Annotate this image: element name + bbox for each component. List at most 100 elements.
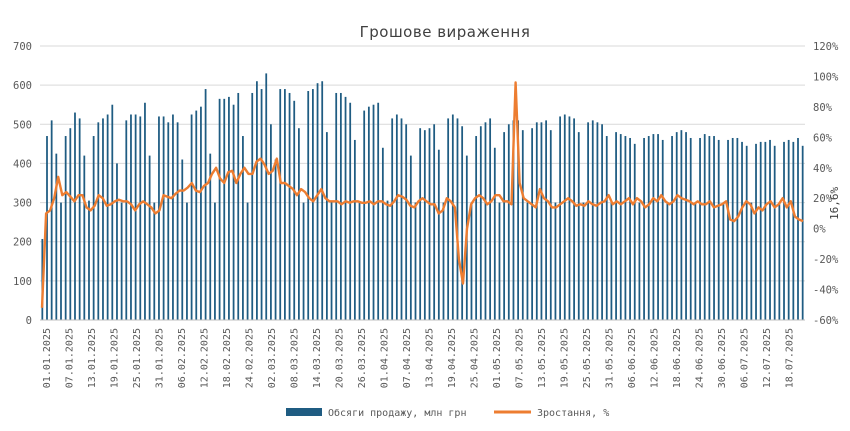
legend-swatch-bars: [286, 408, 322, 416]
bar: [521, 130, 524, 320]
x-tick-label: 12.06.2025: [650, 328, 661, 388]
bar: [451, 114, 454, 320]
bar: [55, 153, 58, 320]
bar: [605, 136, 608, 320]
bar: [629, 137, 631, 320]
x-tick-label: 24.06.2025: [695, 328, 706, 388]
y-axis-left: 0 100 200 300 400 500 600 700: [13, 41, 32, 327]
x-tick-label: 30.06.2025: [717, 328, 728, 388]
bar: [172, 114, 174, 320]
bar: [741, 141, 743, 320]
bar: [64, 136, 67, 320]
bar: [148, 155, 151, 320]
bar: [713, 136, 715, 320]
bar: [153, 202, 156, 320]
bar: [433, 124, 436, 321]
bar: [130, 114, 132, 320]
bar: [144, 102, 146, 320]
x-tick-label: 25.05.2025: [582, 328, 593, 388]
y-right-tick-label: -20%: [813, 254, 839, 266]
bar: [223, 98, 226, 320]
x-tick-label: 18.07.2025: [785, 328, 796, 388]
bar: [671, 136, 673, 320]
bar: [363, 110, 366, 320]
bar: [675, 132, 678, 320]
bar: [680, 130, 683, 320]
bar: [190, 114, 193, 320]
bar: [288, 92, 291, 320]
bar: [475, 136, 478, 320]
bar: [242, 136, 244, 320]
bar: [619, 134, 622, 320]
y-right-tick-label: 20%: [813, 193, 833, 205]
bar: [573, 118, 575, 321]
y-left-tick-label: 500: [13, 119, 32, 131]
x-tick-label: 06.02.2025: [177, 328, 188, 388]
bar: [769, 139, 771, 320]
y-left-tick-label: 0: [26, 315, 32, 327]
bar: [195, 110, 198, 320]
bar: [764, 141, 767, 320]
x-axis: 01.01.2025 07.01.2025 13.01.2025 19.01.2025…: [40, 319, 805, 388]
bar: [302, 202, 305, 320]
bar: [470, 202, 473, 320]
bar: [526, 202, 529, 320]
x-tick-label: 06.06.2025: [627, 328, 638, 388]
bar: [409, 155, 412, 320]
bar: [489, 118, 492, 321]
bar: [293, 100, 296, 320]
bar: [204, 89, 207, 320]
bar: [218, 98, 221, 320]
bar: [325, 132, 328, 320]
bar: [755, 143, 757, 320]
bar: [736, 137, 739, 320]
bar: [657, 134, 659, 320]
bar: [125, 120, 128, 320]
line-series: [40, 81, 804, 308]
bar: [512, 120, 515, 320]
bar: [731, 137, 734, 320]
bar: [587, 122, 589, 320]
bar: [200, 106, 202, 321]
y-right-tick-label: 80%: [813, 102, 833, 114]
bar: [339, 92, 342, 320]
bar: [395, 114, 398, 320]
bar: [414, 202, 417, 320]
bar: [549, 130, 552, 320]
x-tick-label: 26.03.2025: [357, 328, 368, 388]
x-tick-label: 01.04.2025: [380, 328, 391, 388]
bar: [554, 202, 557, 320]
bar: [162, 116, 165, 320]
x-tick-label: 20.03.2025: [335, 328, 346, 388]
bar: [60, 202, 62, 320]
bar: [246, 202, 249, 320]
bar: [232, 104, 235, 320]
bar: [647, 136, 650, 320]
bar: [699, 137, 701, 320]
bar: [722, 202, 725, 320]
bar: [461, 126, 464, 320]
bar: [139, 116, 142, 320]
bar: [372, 104, 375, 320]
bar: [773, 145, 776, 320]
y-right-tick-label: 120%: [813, 41, 839, 53]
legend: Обсяги продажу, млн грн Зростання, %: [286, 407, 609, 419]
bar: [419, 128, 422, 320]
legend-label-line: Зростання, %: [537, 408, 609, 419]
x-tick-label: 02.03.2025: [267, 328, 278, 388]
bar: [442, 202, 445, 320]
bar: [78, 118, 81, 321]
y-left-tick-label: 700: [13, 41, 32, 53]
x-tick-label: 13.01.2025: [87, 328, 98, 388]
bar: [563, 114, 566, 320]
bar: [349, 102, 352, 320]
bar: [498, 202, 501, 320]
x-tick-label: 31.05.2025: [605, 328, 616, 388]
bar: [717, 139, 720, 320]
bar: [316, 83, 319, 320]
bar: [260, 89, 263, 320]
bar: [703, 134, 706, 320]
bar: [279, 89, 282, 320]
x-tick-label: 25.01.2025: [132, 328, 143, 388]
